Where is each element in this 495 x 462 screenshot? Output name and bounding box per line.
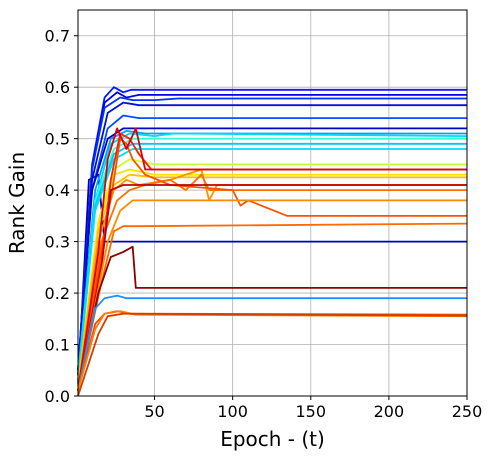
series-line: [77, 127, 467, 392]
x-tick-label: 150: [296, 402, 327, 421]
series-line: [77, 184, 467, 392]
series-line: [77, 173, 467, 386]
plot-frame: [77, 9, 468, 397]
series-line: [77, 86, 467, 371]
x-tick-label: 200: [374, 402, 405, 421]
y-tick-label: 0.6: [45, 78, 70, 97]
y-tick-label: 0.7: [45, 27, 70, 46]
y-tick-label: 0.3: [45, 233, 70, 252]
series-line: [77, 294, 467, 392]
y-tick-label: 0.2: [45, 284, 70, 303]
y-tick-label: 0.4: [45, 181, 70, 200]
series-line: [77, 148, 467, 381]
y-axis-label: Rank Gain: [5, 152, 29, 254]
y-tick-label: 0.1: [45, 336, 70, 355]
series-line: [77, 173, 467, 386]
series-line: [77, 245, 467, 392]
series-line: [77, 96, 467, 371]
x-tick-label: 100: [217, 402, 248, 421]
series-line: [77, 199, 467, 392]
y-tick-label: 0.5: [45, 130, 70, 149]
series-group: [77, 86, 468, 397]
ticks: 50 100 150 200 250 0.0 0.1 0.2 0.3 0.4 0.5 0.6 0.7: [45, 27, 483, 421]
x-tick-label: 50: [144, 402, 164, 421]
series-line: [77, 173, 467, 392]
x-axis-label: Epoch - (t): [220, 427, 325, 451]
y-tick-label: 0.0: [45, 387, 70, 406]
x-tick-label: 250: [452, 402, 483, 421]
series-line: [77, 312, 468, 397]
